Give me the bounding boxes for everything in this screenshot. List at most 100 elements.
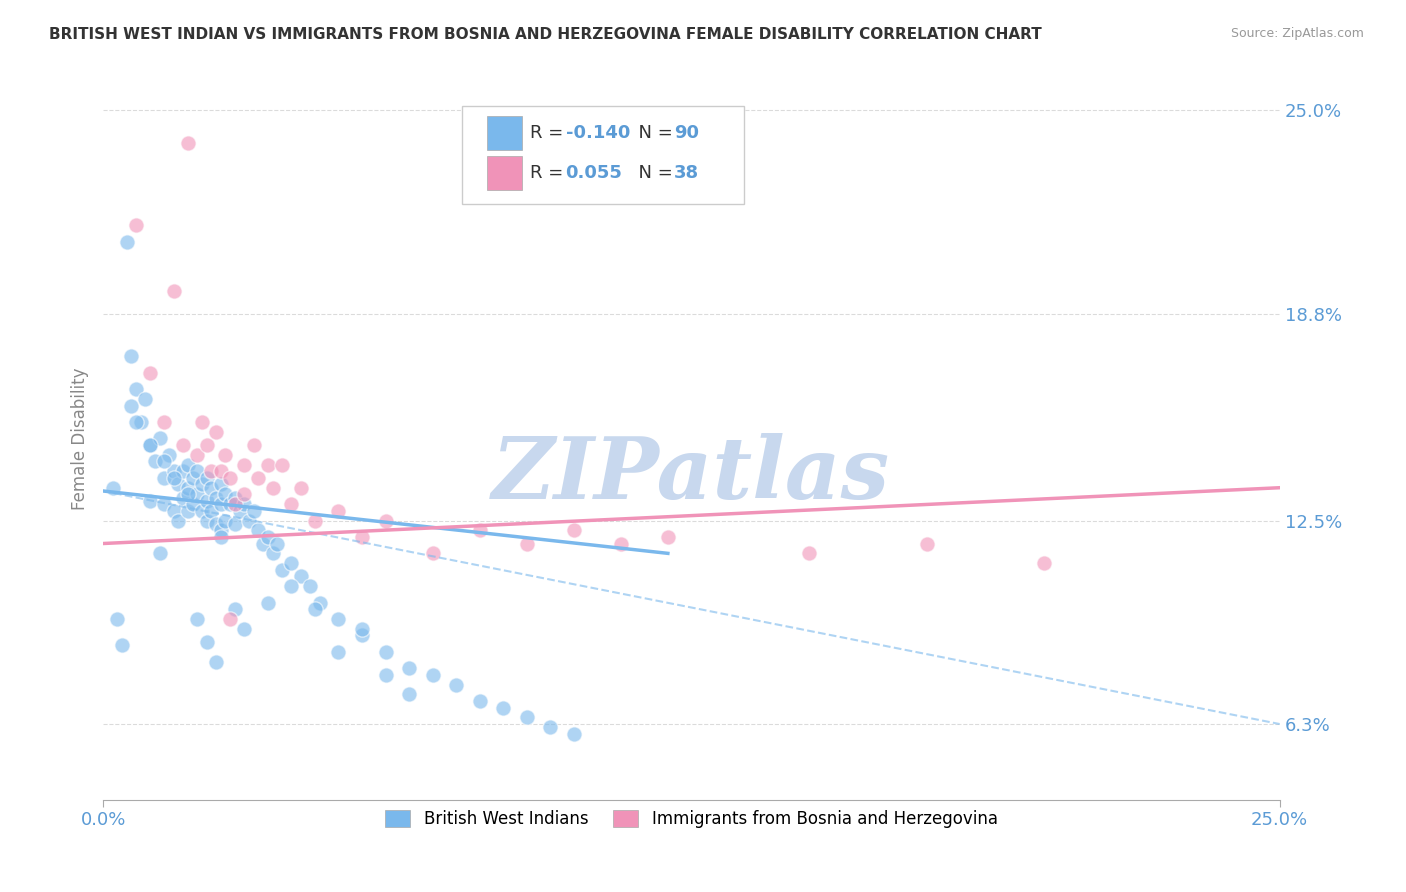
Point	[242, 438, 264, 452]
Point	[134, 392, 156, 406]
Point	[139, 438, 162, 452]
Point	[224, 516, 246, 531]
Point	[172, 491, 194, 505]
Point	[233, 497, 256, 511]
Point	[247, 471, 270, 485]
Point	[181, 471, 204, 485]
Point	[224, 497, 246, 511]
Point	[186, 448, 208, 462]
Point	[139, 493, 162, 508]
Point	[191, 477, 214, 491]
Point	[516, 536, 538, 550]
Point	[172, 464, 194, 478]
Point	[139, 366, 162, 380]
Point	[280, 556, 302, 570]
Point	[233, 622, 256, 636]
Point	[172, 438, 194, 452]
Point	[219, 612, 242, 626]
Point	[115, 235, 138, 249]
Point	[915, 536, 938, 550]
Point	[125, 382, 148, 396]
Point	[224, 602, 246, 616]
Point	[205, 655, 228, 669]
Point	[200, 504, 222, 518]
Point	[538, 720, 561, 734]
Point	[422, 668, 444, 682]
Point	[610, 536, 633, 550]
Point	[797, 546, 820, 560]
Point	[209, 464, 232, 478]
Point	[224, 491, 246, 505]
Point	[111, 638, 134, 652]
Point	[177, 136, 200, 150]
Point	[308, 596, 330, 610]
Point	[167, 514, 190, 528]
Text: R =: R =	[530, 164, 569, 182]
Point	[163, 464, 186, 478]
Point	[143, 454, 166, 468]
Point	[398, 688, 420, 702]
Point	[219, 497, 242, 511]
Point	[562, 727, 585, 741]
Point	[209, 497, 232, 511]
Point	[125, 218, 148, 232]
Point	[257, 458, 280, 472]
Point	[153, 497, 176, 511]
Point	[149, 432, 172, 446]
Text: 38: 38	[673, 164, 699, 182]
Text: BRITISH WEST INDIAN VS IMMIGRANTS FROM BOSNIA AND HERZEGOVINA FEMALE DISABILITY : BRITISH WEST INDIAN VS IMMIGRANTS FROM B…	[49, 27, 1042, 42]
Point	[299, 579, 322, 593]
Point	[492, 700, 515, 714]
Point	[163, 504, 186, 518]
Point	[129, 415, 152, 429]
Point	[350, 530, 373, 544]
Text: Source: ZipAtlas.com: Source: ZipAtlas.com	[1230, 27, 1364, 40]
Point	[350, 622, 373, 636]
Point	[195, 438, 218, 452]
Point	[328, 612, 350, 626]
Point	[228, 504, 250, 518]
Point	[157, 448, 180, 462]
Point	[247, 524, 270, 538]
Point	[153, 471, 176, 485]
Point	[177, 481, 200, 495]
FancyBboxPatch shape	[463, 106, 744, 203]
Point	[214, 487, 236, 501]
Point	[262, 546, 284, 560]
Point	[262, 481, 284, 495]
Point	[149, 546, 172, 560]
Point	[398, 661, 420, 675]
Point	[374, 514, 396, 528]
Point	[214, 514, 236, 528]
Point	[374, 645, 396, 659]
Point	[238, 514, 260, 528]
Point	[214, 448, 236, 462]
Point	[177, 458, 200, 472]
Point	[177, 487, 200, 501]
Point	[195, 493, 218, 508]
Text: N =: N =	[627, 124, 678, 143]
Point	[304, 514, 326, 528]
Text: ZIPatlas: ZIPatlas	[492, 433, 890, 516]
Point	[233, 487, 256, 501]
Point	[120, 399, 142, 413]
Point	[195, 514, 218, 528]
Point	[139, 438, 162, 452]
Point	[562, 524, 585, 538]
Text: 0.055: 0.055	[565, 164, 623, 182]
Point	[186, 487, 208, 501]
Point	[205, 516, 228, 531]
Point	[280, 497, 302, 511]
Point	[1033, 556, 1056, 570]
Point	[153, 415, 176, 429]
Point	[422, 546, 444, 560]
Y-axis label: Female Disability: Female Disability	[72, 368, 89, 509]
Point	[219, 471, 242, 485]
Point	[209, 524, 232, 538]
Point	[163, 284, 186, 298]
Point	[290, 481, 312, 495]
Point	[163, 471, 186, 485]
Point	[125, 415, 148, 429]
Point	[209, 530, 232, 544]
Point	[205, 425, 228, 439]
